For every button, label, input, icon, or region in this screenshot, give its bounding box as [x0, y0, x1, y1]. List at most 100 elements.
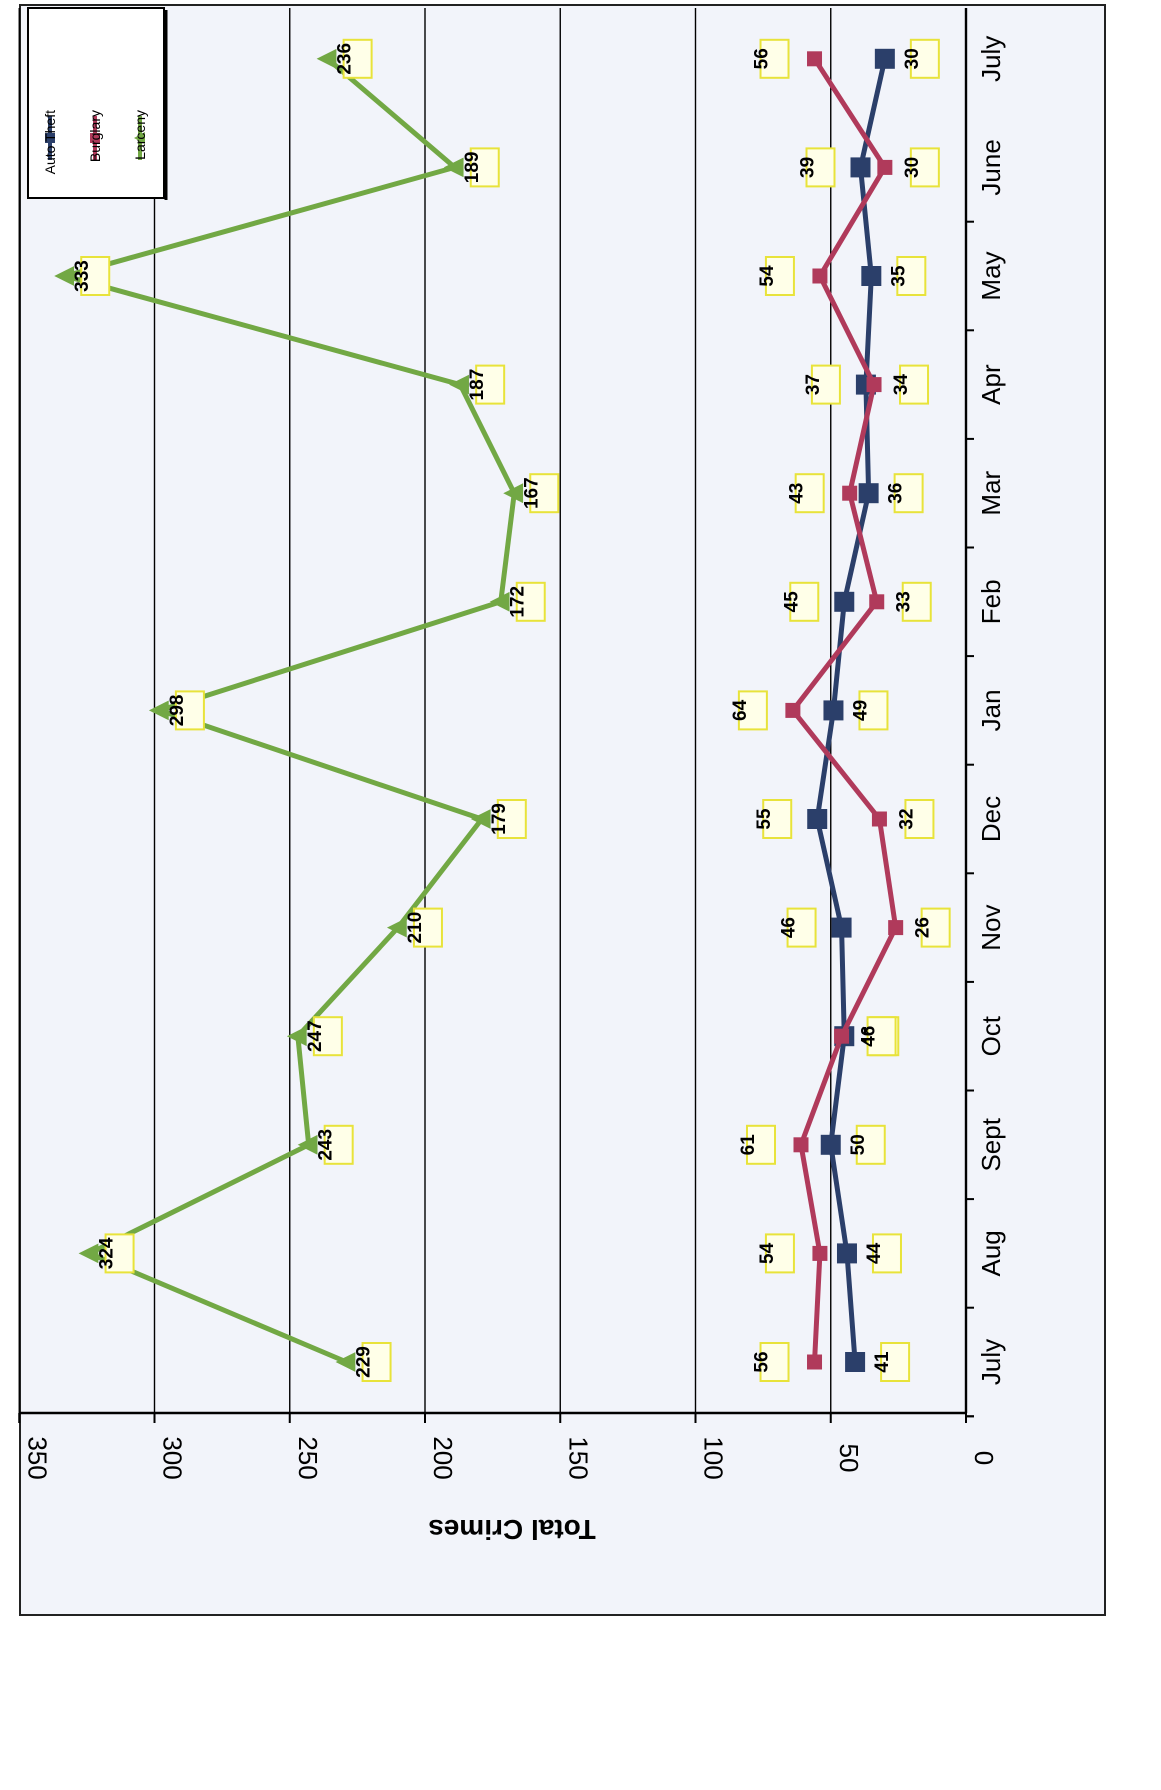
series-auto-theft: [807, 48, 895, 1372]
data-label-text: 26: [913, 917, 934, 938]
data-label-text: 46: [859, 1026, 880, 1047]
point-burglary-5: [871, 811, 887, 827]
point-larceny-9: [449, 374, 469, 395]
data-label-auto-theft-9: 37: [803, 364, 841, 405]
data-label-text: 229: [354, 1346, 375, 1378]
data-label-box: [515, 581, 546, 622]
data-label-burglary-9: 34: [891, 364, 930, 405]
legend-label: Larceny: [132, 110, 148, 160]
data-label-box: [858, 690, 889, 731]
data-label-box: [764, 256, 795, 296]
data-label-box: [909, 147, 940, 188]
data-label-larceny-2: 243: [316, 1124, 354, 1165]
data-label-text: 49: [850, 700, 871, 721]
data-label-text: 210: [405, 912, 426, 944]
x-tick-label-mar: Mar: [976, 470, 1006, 515]
legend-swatch-marker: [90, 133, 100, 143]
point-burglary-7: [869, 594, 885, 610]
data-label-text: 56: [752, 48, 773, 69]
data-label-text: 30: [902, 48, 923, 69]
point-burglary-1: [812, 1245, 828, 1261]
data-label-text: 55: [754, 808, 775, 830]
legend-item-larceny: Larceny: [132, 110, 148, 160]
data-label-burglary-3: 46: [859, 1016, 897, 1057]
data-label-box: [920, 907, 951, 948]
data-label-larceny-0: 229: [354, 1342, 392, 1382]
data-label-text: 36: [886, 483, 907, 504]
point-burglary-8: [842, 485, 858, 501]
legend-label: Burglary: [87, 110, 103, 162]
plot-area: [19, 4, 1106, 1616]
y-tick-label: 250: [293, 1436, 323, 1479]
data-label-burglary-2: 61: [738, 1124, 776, 1165]
point-auto-theft-5: [807, 809, 828, 829]
data-label-text: 33: [894, 591, 915, 612]
data-label-larceny-11: 189: [462, 147, 500, 188]
data-label-burglary-10: 54: [757, 256, 795, 296]
series-group: [54, 48, 904, 1372]
data-label-box: [786, 907, 817, 948]
y-tick-label: 50: [834, 1444, 864, 1473]
point-auto-theft-7: [834, 591, 855, 612]
data-label-text: 333: [72, 260, 93, 292]
data-label-text: 324: [97, 1237, 118, 1269]
data-label-box: [855, 1124, 886, 1165]
data-label-box: [323, 1124, 354, 1165]
data-label-text: 44: [864, 1242, 885, 1264]
data-label-auto-theft-7: 45: [781, 581, 820, 622]
data-label-box: [759, 1342, 790, 1382]
data-label-box: [904, 799, 935, 839]
legend-item-auto-theft: Auto Theft: [42, 110, 58, 174]
data-label-box: [871, 1233, 902, 1274]
data-label-burglary-5: 32: [896, 799, 935, 839]
data-label-auto-theft-11: 39: [798, 147, 836, 188]
y-tick-label: 300: [158, 1436, 188, 1479]
data-label-larceny-5: 179: [489, 799, 527, 839]
axes: [18, 8, 974, 1423]
legend-swatch-marker: [45, 133, 55, 143]
data-label-text: 30: [902, 157, 923, 178]
y-tick-label: 200: [428, 1436, 458, 1479]
data-label-box: [901, 581, 932, 622]
x-tick-label-sept: Sept: [976, 1117, 1006, 1171]
data-label-box: [794, 473, 825, 514]
data-label-text: 46: [779, 917, 800, 938]
point-larceny-12: [316, 48, 337, 69]
data-labels-group: 4144504546554945363735393056546146263264…: [72, 38, 951, 1382]
x-tick-label-nov: Nov: [976, 904, 1006, 950]
point-larceny-0: [335, 1352, 356, 1372]
data-label-box: [759, 38, 790, 79]
data-label-burglary-7: 33: [894, 581, 932, 622]
x-tick-label-july: July: [976, 1339, 1006, 1385]
legend: Auto Theft Burglary Larceny: [27, 7, 168, 200]
y-tick-label: 0: [969, 1451, 999, 1465]
data-label-text: 189: [462, 152, 483, 184]
data-label-larceny-12: 236: [335, 38, 373, 79]
data-label-box: [810, 364, 841, 405]
data-label-auto-theft-0: 41: [872, 1342, 911, 1382]
data-label-text: 243: [316, 1129, 337, 1161]
data-label-larceny-4: 210: [405, 907, 443, 948]
data-label-box: [745, 1124, 776, 1165]
x-tick-label-may: May: [976, 251, 1006, 300]
data-label-text: 236: [335, 43, 356, 75]
point-burglary-10: [812, 268, 828, 284]
x-tick-label-july: July: [976, 36, 1006, 82]
data-label-auto-theft-5: 55: [754, 799, 793, 839]
data-label-box: [361, 1342, 392, 1382]
legend-item-burglary: Burglary: [87, 110, 103, 162]
data-label-box: [737, 690, 768, 731]
data-label-larceny-10: 333: [72, 256, 111, 296]
data-label-larceny-3: 247: [305, 1016, 343, 1057]
data-label-box: [469, 147, 500, 188]
data-label-text: 54: [757, 1242, 778, 1264]
data-label-box: [312, 1016, 343, 1057]
legend-swatch-marker: [134, 132, 145, 144]
data-label-box: [880, 1342, 911, 1382]
data-label-text: 50: [848, 1134, 869, 1155]
data-label-larceny-6: 298: [167, 690, 205, 731]
data-label-box: [909, 38, 940, 79]
data-label-auto-theft-8: 36: [886, 473, 924, 514]
legend-box: [27, 7, 165, 199]
